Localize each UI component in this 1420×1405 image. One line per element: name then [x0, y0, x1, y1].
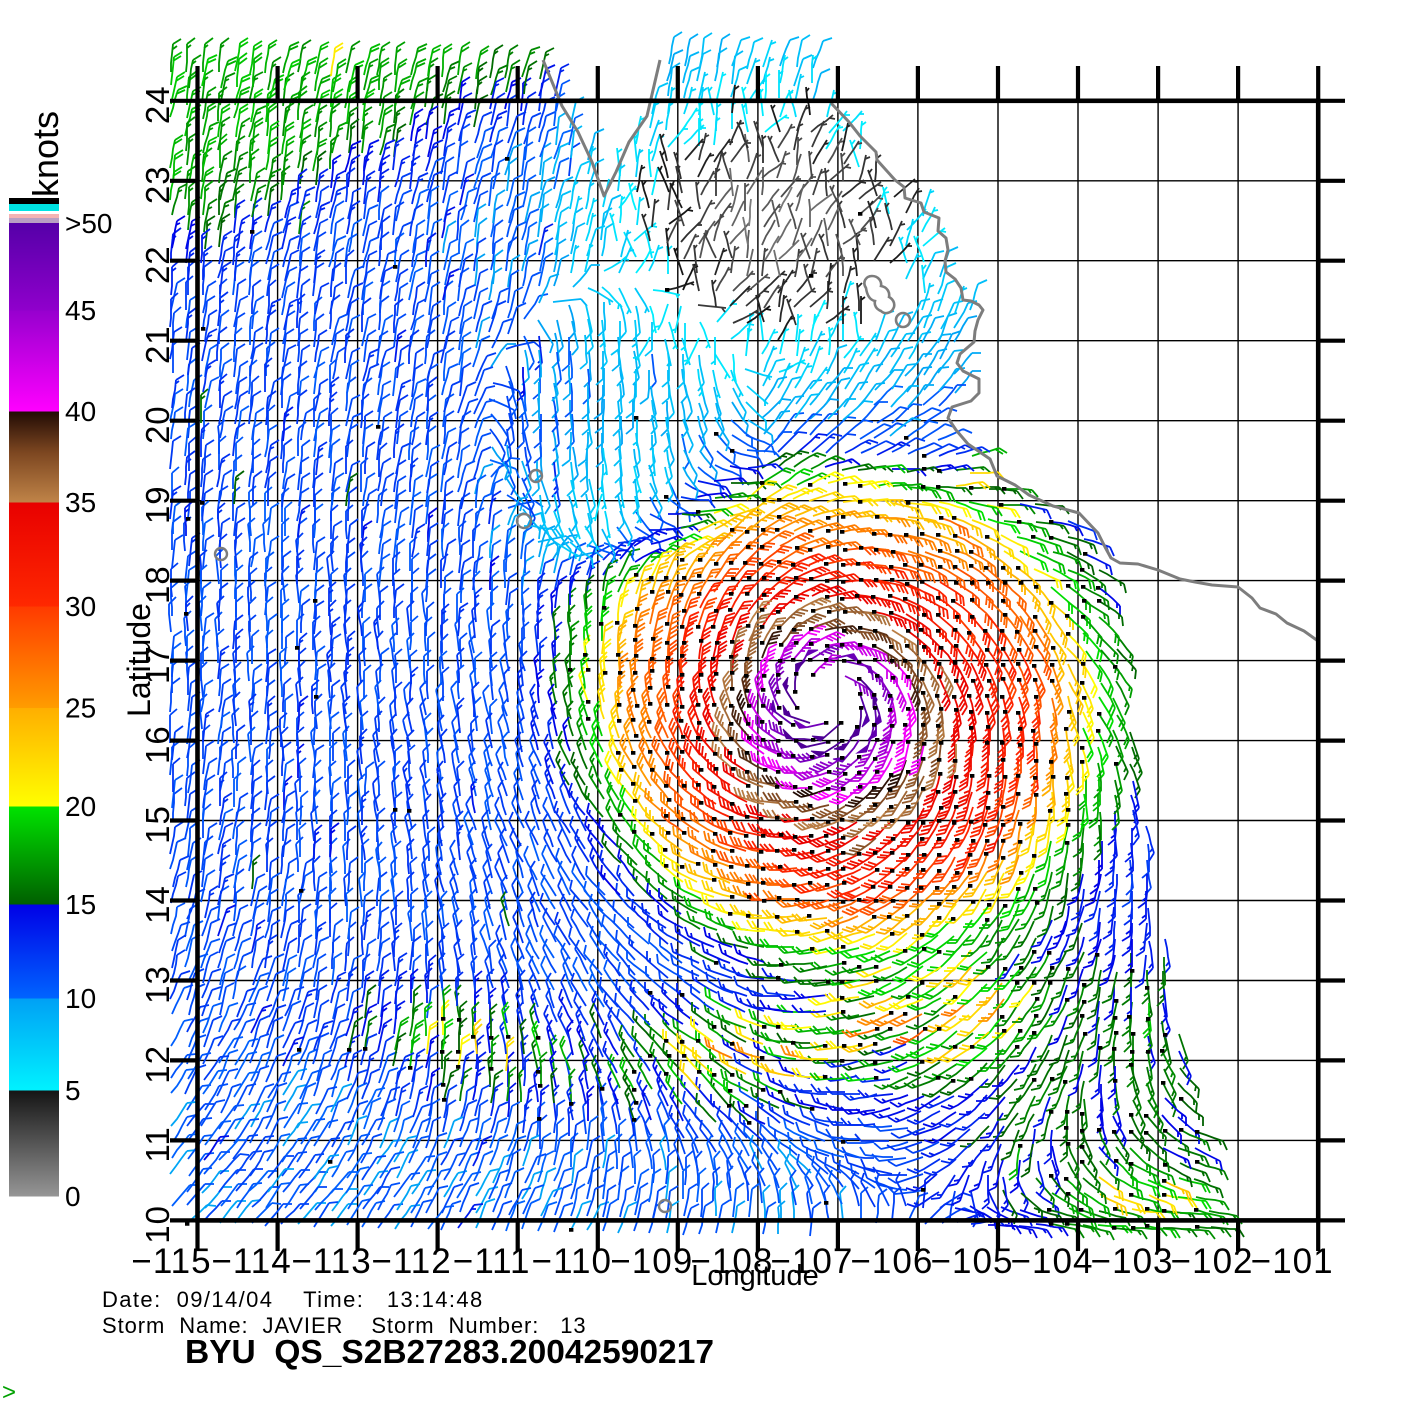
svg-text:17: 17: [139, 645, 176, 684]
svg-text:−113: −113: [291, 1242, 371, 1281]
svg-text:Date: 09/14/04 Time: 13:: Date: 09/14/04 Time: 13:14:48: [102, 1287, 484, 1312]
svg-text:−107: −107: [770, 1242, 853, 1281]
svg-text:24: 24: [139, 85, 176, 124]
svg-text:BYU QS_S2B27283.20042590217: BYU QS_S2B27283.20042590217: [185, 1334, 714, 1371]
svg-text:−114: −114: [211, 1242, 291, 1281]
svg-text:20: 20: [139, 405, 176, 444]
svg-text:−111: −111: [453, 1242, 531, 1281]
svg-text:−115: −115: [131, 1242, 211, 1281]
svg-text:−112: −112: [371, 1242, 451, 1281]
svg-text:0: 0: [65, 1181, 81, 1212]
svg-text:45: 45: [65, 295, 96, 326]
svg-text:>50: >50: [65, 208, 113, 239]
svg-text:20: 20: [65, 791, 96, 822]
svg-text:22: 22: [139, 245, 176, 284]
svg-text:12: 12: [139, 1045, 176, 1084]
svg-text:knots: knots: [25, 111, 66, 197]
svg-text:10: 10: [139, 1205, 176, 1244]
svg-text:14: 14: [139, 885, 176, 924]
svg-text:>: >: [2, 1379, 16, 1400]
svg-text:−104: −104: [1011, 1242, 1094, 1281]
svg-text:−106: −106: [850, 1242, 933, 1281]
svg-text:18: 18: [139, 565, 176, 604]
svg-text:35: 35: [65, 487, 96, 518]
svg-text:16: 16: [139, 725, 176, 764]
svg-text:11: 11: [139, 1126, 176, 1162]
svg-text:−108: −108: [690, 1242, 773, 1281]
svg-text:15: 15: [139, 805, 176, 844]
svg-text:30: 30: [65, 591, 96, 622]
svg-text:5: 5: [65, 1075, 81, 1106]
svg-text:−103: −103: [1091, 1242, 1174, 1281]
svg-text:−102: −102: [1171, 1242, 1254, 1281]
svg-text:Latitude: Latitude: [121, 603, 157, 717]
svg-text:15: 15: [65, 889, 96, 920]
svg-text:13: 13: [139, 965, 176, 1004]
svg-text:40: 40: [65, 396, 96, 427]
svg-text:−110: −110: [532, 1242, 612, 1281]
svg-text:23: 23: [139, 165, 176, 204]
svg-text:21: 21: [139, 325, 176, 364]
svg-text:Storm Name: JAVIER Storm: Storm Name: JAVIER Storm Number: 13: [102, 1313, 587, 1338]
svg-text:−109: −109: [610, 1242, 693, 1281]
svg-text:10: 10: [65, 983, 96, 1014]
svg-text:Longitude: Longitude: [691, 1260, 818, 1292]
svg-text:−105: −105: [931, 1242, 1014, 1281]
svg-text:19: 19: [139, 485, 176, 524]
svg-text:−101: −101: [1251, 1242, 1334, 1281]
svg-text:25: 25: [65, 693, 96, 724]
